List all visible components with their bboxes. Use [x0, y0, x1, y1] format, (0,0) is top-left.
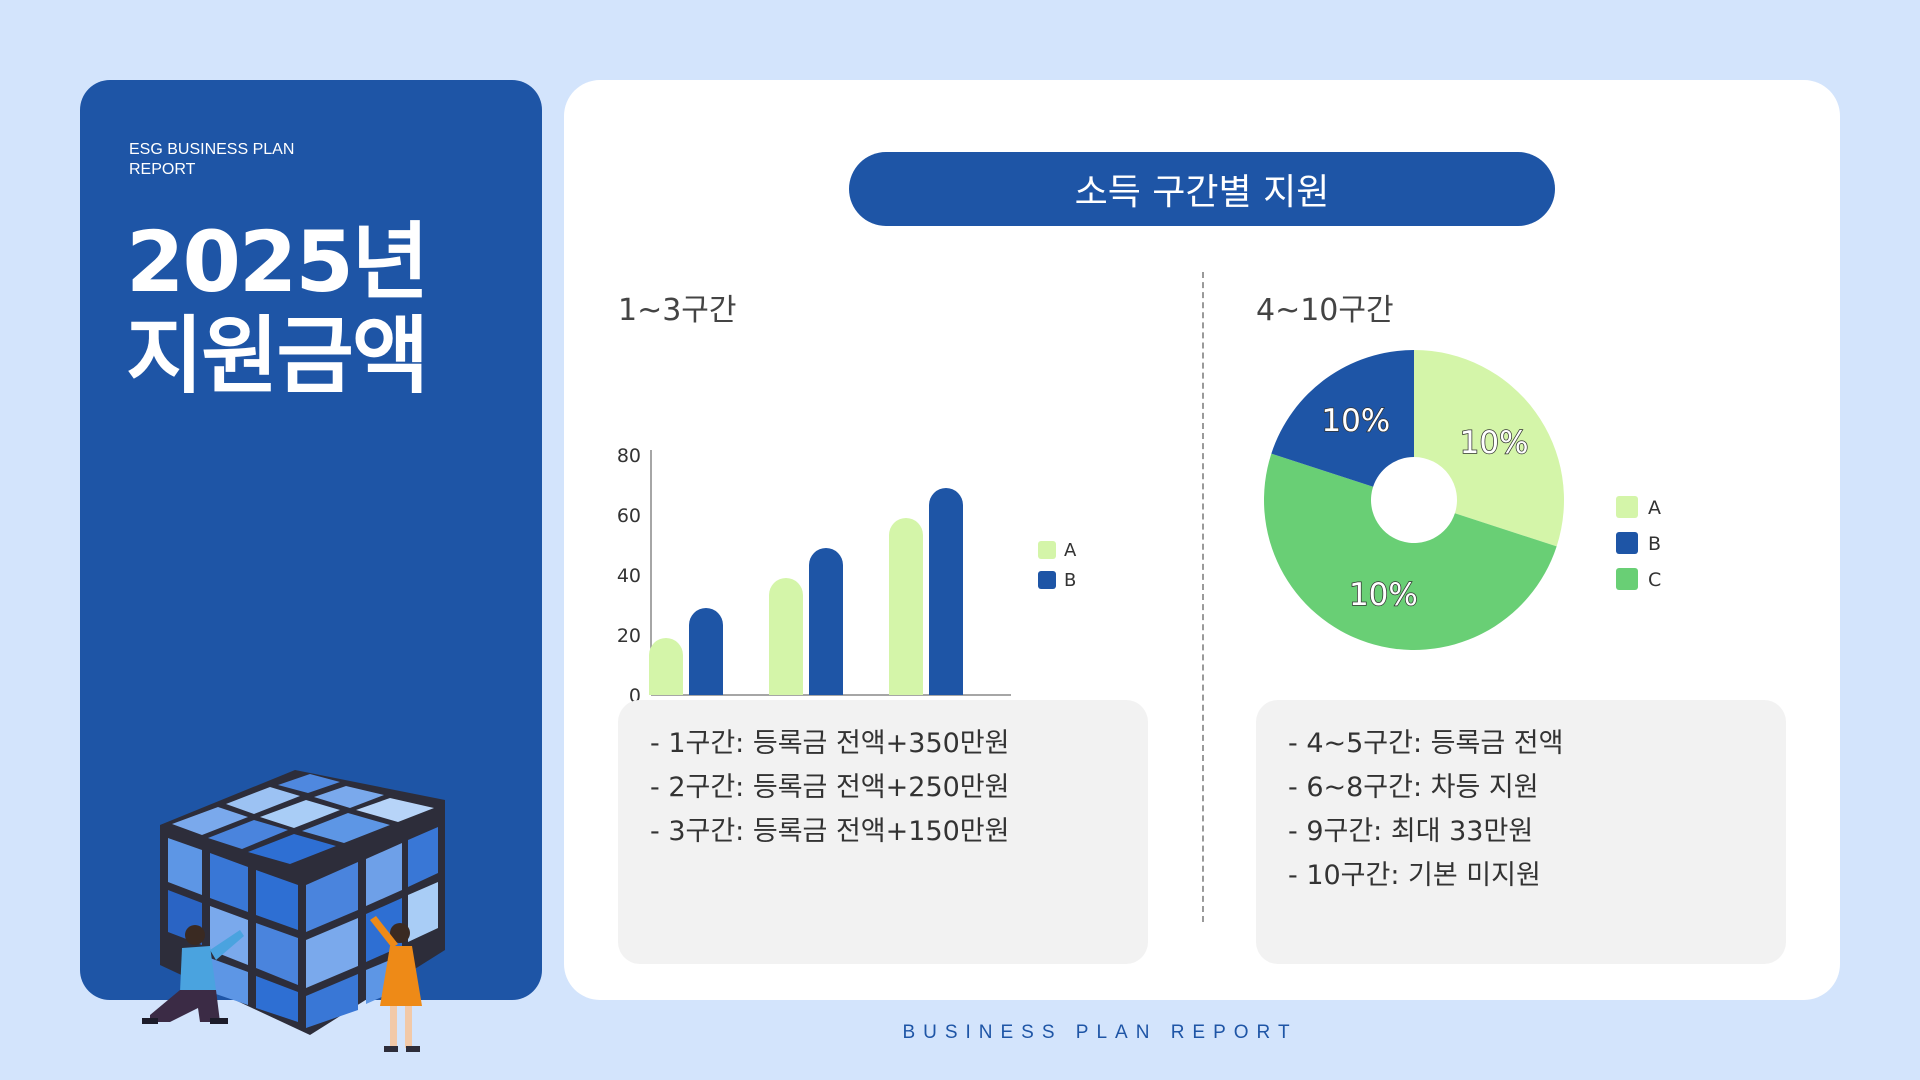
legend-label: A: [1648, 497, 1661, 519]
main-card: 소득 구간별 지원 1~3구간 4~10구간 020406080항목 01항목 …: [564, 80, 1840, 1000]
report-label: ESG BUSINESS PLAN REPORT: [129, 141, 295, 178]
title-year: 2025년: [126, 213, 429, 311]
right-section-title: 4~10구간: [1256, 293, 1394, 328]
cube-left-face: [168, 838, 298, 1022]
vertical-divider: [1202, 272, 1204, 922]
footer-label: BUSINESS PLAN REPORT: [902, 1022, 1298, 1043]
y-tick-label: 80: [617, 445, 641, 467]
y-tick-label: 60: [617, 505, 641, 527]
note-line: - 10구간: 기본 미지원: [1288, 860, 1541, 891]
title-subject: 지원금액: [126, 307, 429, 405]
legend-label: C: [1648, 569, 1661, 591]
bar-B: [809, 548, 843, 695]
rubiks-cube-illustration: [142, 770, 445, 1052]
bar-base-B: [809, 678, 843, 695]
cube-top-face: [172, 774, 434, 864]
slice-data-label: 10%: [1460, 425, 1529, 461]
bar-base-A: [769, 678, 803, 695]
y-tick-label: 40: [617, 565, 641, 587]
legend-swatch-A: [1616, 496, 1638, 518]
bar-B: [689, 608, 723, 695]
left-notes-box: - 1구간: 등록금 전액+350만원 - 2구간: 등록금 전액+250만원 …: [618, 700, 1148, 964]
bar-chart: 020406080항목 01항목 02항목 03AB: [617, 445, 1077, 727]
bar-A: [769, 578, 803, 695]
note-line: - 3구간: 등록금 전액+150만원: [650, 816, 1010, 847]
legend-swatch-A: [1038, 541, 1056, 559]
page-title: 2025년 지원금액: [126, 213, 429, 405]
legend-swatch-C: [1616, 568, 1638, 590]
bar-A: [889, 518, 923, 695]
donut-slice-C: [1264, 453, 1557, 650]
note-line: - 9구간: 최대 33만원: [1288, 816, 1534, 847]
bar-base-A: [889, 678, 923, 695]
legend-label: B: [1064, 570, 1076, 591]
donut-slice-B: [1271, 350, 1414, 487]
legend-swatch-B: [1616, 532, 1638, 554]
legend-label: A: [1064, 540, 1077, 561]
bar-base-A: [649, 678, 683, 695]
left-section-title: 1~3구간: [618, 293, 737, 328]
slice-data-label: 10%: [1349, 577, 1418, 613]
donut-chart: 10% 10% 10% ABC: [1264, 350, 1661, 650]
bar-base-B: [929, 678, 963, 695]
y-tick-label: 20: [617, 625, 641, 647]
legend-label: B: [1648, 533, 1661, 555]
cube-right-face: [306, 827, 438, 1028]
person-standing-icon: [370, 916, 422, 1052]
slice-data-label: 10%: [1321, 403, 1390, 439]
section-header: 소득 구간별 지원: [849, 152, 1555, 226]
legend-swatch-B: [1038, 571, 1056, 589]
note-line: - 2구간: 등록금 전액+250만원: [650, 772, 1010, 803]
bar-B: [929, 488, 963, 695]
bar-base-B: [689, 678, 723, 695]
right-notes-box: - 4~5구간: 등록금 전액 - 6~8구간: 차등 지원 - 9구간: 최대…: [1256, 700, 1786, 964]
person-kneeling-icon: [142, 925, 244, 1024]
note-line: - 1구간: 등록금 전액+350만원: [650, 728, 1010, 759]
note-line: - 4~5구간: 등록금 전액: [1288, 728, 1564, 759]
note-line: - 6~8구간: 차등 지원: [1288, 772, 1539, 803]
donut-slice-A: [1414, 350, 1564, 547]
